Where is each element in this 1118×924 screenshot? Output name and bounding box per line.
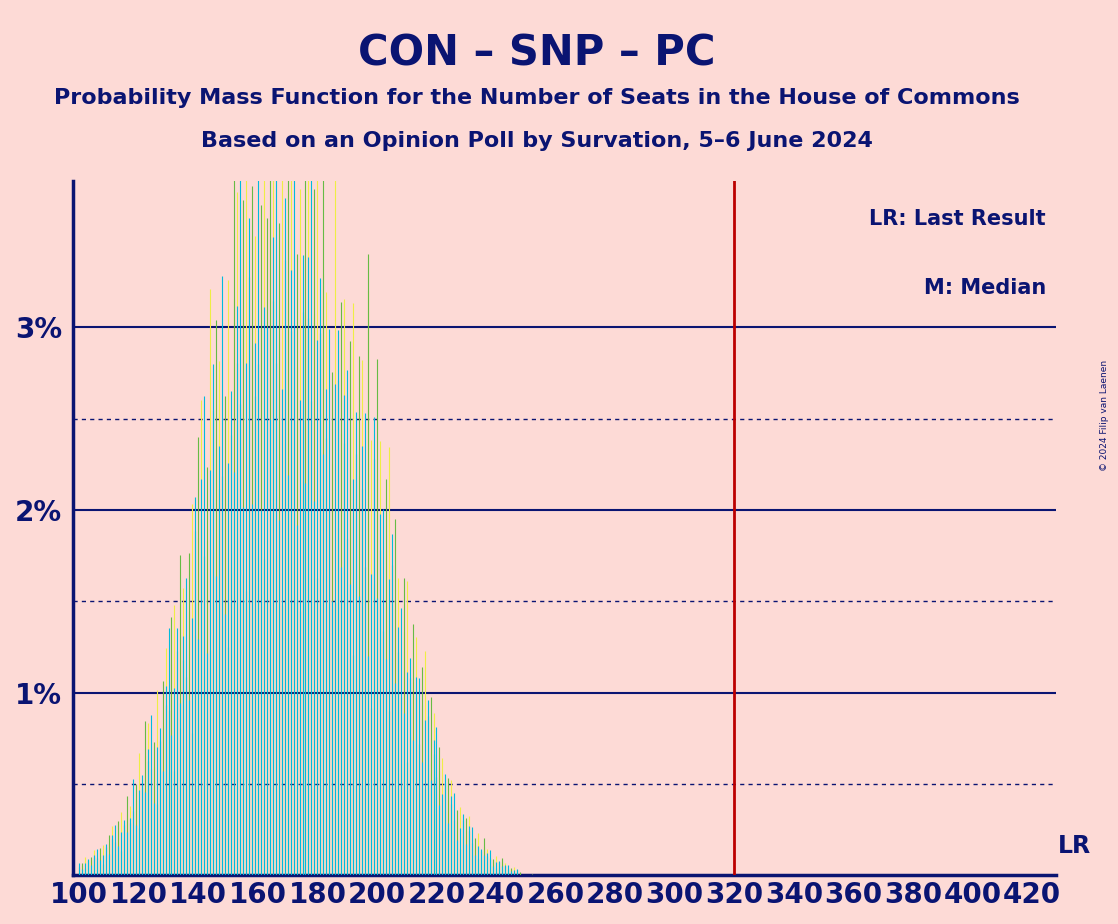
Text: Based on an Opinion Poll by Survation, 5–6 June 2024: Based on an Opinion Poll by Survation, 5… [201,131,872,152]
Text: © 2024 Filip van Laenen: © 2024 Filip van Laenen [1100,360,1109,471]
Text: LR: LR [1058,834,1091,858]
Text: LR: Last Result: LR: Last Result [870,209,1046,229]
Text: CON – SNP – PC: CON – SNP – PC [358,32,716,74]
Text: Probability Mass Function for the Number of Seats in the House of Commons: Probability Mass Function for the Number… [54,88,1020,108]
Text: M: Median: M: Median [923,278,1046,298]
